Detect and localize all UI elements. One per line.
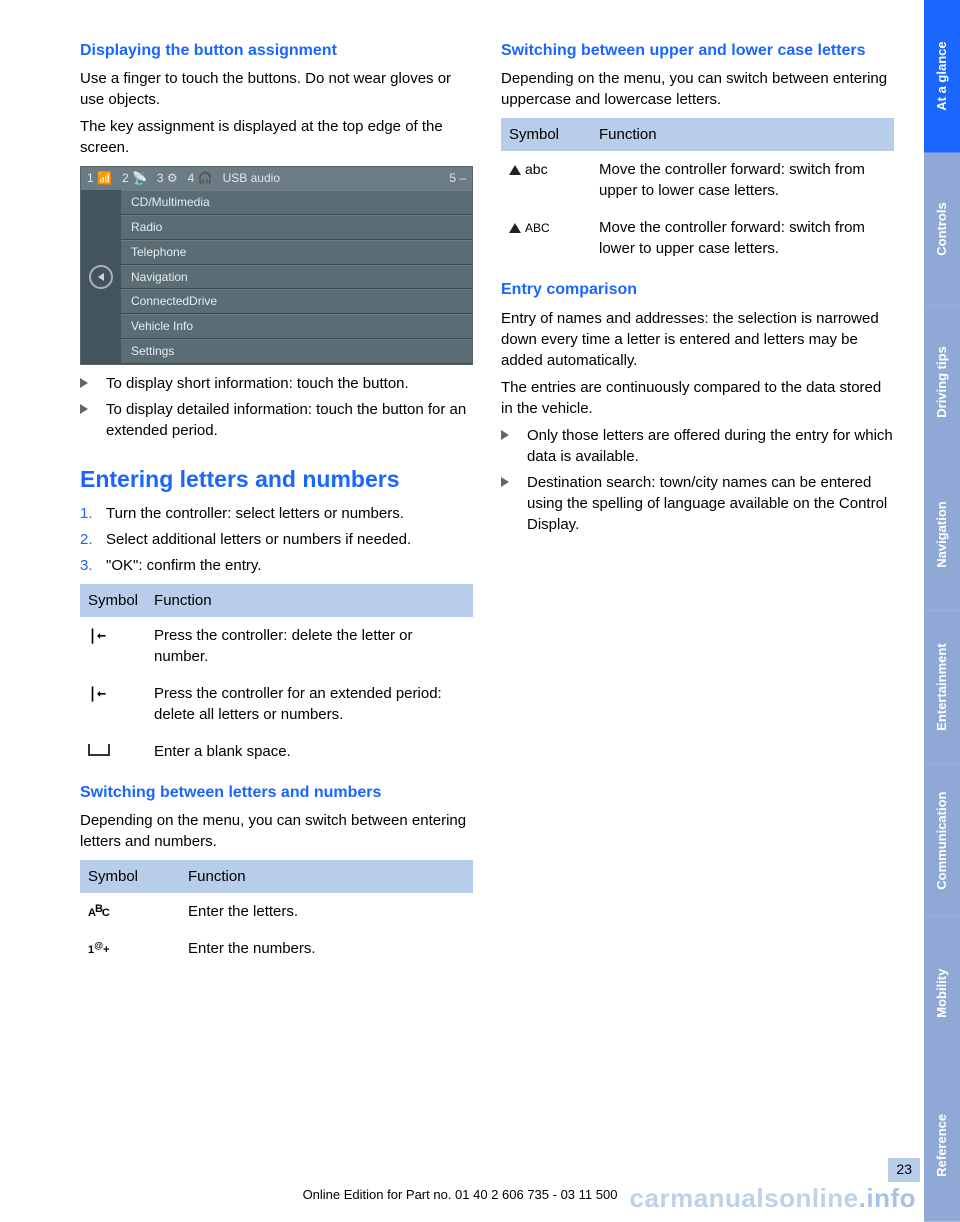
bullet-text: Only those letters are offered during th… [527, 425, 894, 467]
shot-menu-item: Settings [121, 339, 472, 364]
symbol-table-case: SymbolFunction abc Move the controller fo… [501, 118, 894, 267]
back-circle-icon [89, 265, 113, 289]
symbol-desc: Enter the letters. [180, 893, 473, 930]
idrive-screenshot: 1 📶 2 📡 3 ⚙ 4 🎧 USB audio 5 – CD/Multime… [80, 166, 473, 364]
shot-menu-item: Navigation [121, 265, 472, 290]
th-function: Function [591, 118, 894, 151]
tab-entertain[interactable]: Entertainment [924, 611, 960, 764]
tab-at-a-glance[interactable]: At a glance [924, 0, 960, 153]
para: Depending on the menu, you can switch be… [501, 68, 894, 110]
tab-mobility[interactable]: Mobility [924, 917, 960, 1070]
shot-menu-item: ConnectedDrive [121, 289, 472, 314]
heading-entry-comparison: Entry comparison [501, 279, 894, 301]
th-function: Function [146, 584, 473, 617]
para: Entry of names and addresses: the select… [501, 308, 894, 371]
step-number: 1. [80, 503, 106, 524]
para: The key assignment is displayed at the t… [80, 116, 473, 158]
symbol-desc: Move the controller forward: switch from… [591, 151, 894, 209]
shot-menu-item: CD/Multimedia [121, 190, 472, 215]
para: The entries are continuously compared to… [501, 377, 894, 419]
uppercase-icon: ABC [525, 221, 550, 235]
heading-entering-letters: Entering letters and numbers [80, 463, 473, 495]
symbol-desc: Enter a blank space. [146, 733, 473, 770]
th-symbol: Symbol [80, 860, 180, 893]
bullet-text: To display detailed information: touch t… [106, 399, 473, 441]
triangle-bullet-icon [80, 404, 88, 414]
tab-reference[interactable]: Reference [924, 1069, 960, 1222]
step-text: Turn the controller: select letters or n… [106, 503, 473, 524]
step-text: Select additional letters or numbers if … [106, 529, 473, 550]
bullet-text: Destination search: town/city names can … [527, 472, 894, 535]
shot-top-item: 2 📡 [122, 170, 147, 187]
triangle-bullet-icon [501, 477, 509, 487]
triangle-bullet-icon [501, 430, 509, 440]
numbers-icon: 1@+ [88, 944, 110, 956]
th-symbol: Symbol [501, 118, 591, 151]
space-icon [88, 744, 110, 756]
bullet-text: To display short information: touch the … [106, 373, 473, 394]
chapter-tabs: At a glance Controls Driving tips Naviga… [924, 0, 960, 1222]
symbol-table-switch: SymbolFunction ABC Enter the letters. 1@+… [80, 860, 473, 967]
arrow-up-icon [509, 223, 521, 233]
symbol-desc: Enter the numbers. [180, 930, 473, 967]
shot-top-right: 5 – [449, 170, 466, 187]
heading-switch-case: Switching between upper and lower case l… [501, 40, 894, 62]
heading-display-assignment: Displaying the button assignment [80, 40, 473, 62]
shot-top-item: 3 ⚙ [157, 170, 178, 187]
shot-top-item: 1 📶 [87, 170, 112, 187]
para: Use a finger to touch the buttons. Do no… [80, 68, 473, 110]
th-symbol: Symbol [80, 584, 146, 617]
symbol-desc: Press the controller for an extended per… [146, 675, 473, 733]
arrow-up-icon [509, 165, 521, 175]
shot-top-item: 4 🎧 [188, 170, 213, 187]
symbol-desc: Move the controller forward: switch from… [591, 209, 894, 267]
watermark: carmanualsonline.info [630, 1180, 916, 1216]
shot-menu-item: Telephone [121, 240, 472, 265]
symbol-table-entry: SymbolFunction |← Press the controller: d… [80, 584, 473, 770]
step-number: 3. [80, 555, 106, 576]
abc-icon: ABC [88, 907, 109, 919]
delete-all-icon: |← [88, 684, 106, 702]
triangle-bullet-icon [80, 378, 88, 388]
tab-controls[interactable]: Controls [924, 153, 960, 306]
para: Depending on the menu, you can switch be… [80, 810, 473, 852]
shot-menu-item: Vehicle Info [121, 314, 472, 339]
page-number: 23 [0, 1158, 920, 1182]
tab-navigation[interactable]: Navigation [924, 458, 960, 611]
tab-comm[interactable]: Communication [924, 764, 960, 917]
lowercase-icon: abc [525, 161, 548, 177]
heading-switch-letters-numbers: Switching between letters and numbers [80, 782, 473, 804]
shot-top-item: USB audio [223, 170, 280, 187]
symbol-desc: Press the controller: delete the letter … [146, 617, 473, 675]
th-function: Function [180, 860, 473, 893]
delete-icon: |← [88, 626, 106, 644]
step-number: 2. [80, 529, 106, 550]
shot-menu-item: Radio [121, 215, 472, 240]
step-text: "OK": confirm the entry. [106, 555, 473, 576]
tab-driving[interactable]: Driving tips [924, 306, 960, 459]
